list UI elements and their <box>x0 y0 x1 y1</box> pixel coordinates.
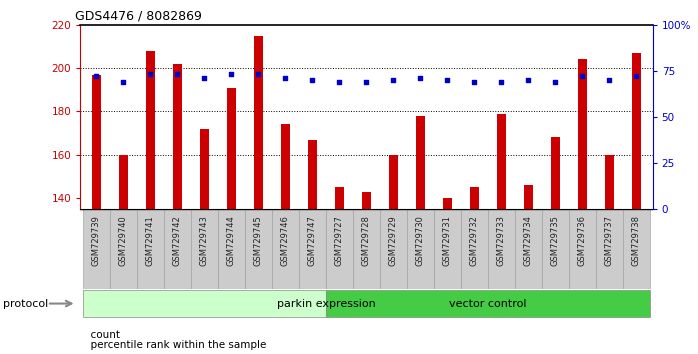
Bar <box>604 155 614 209</box>
Text: GSM729746: GSM729746 <box>281 215 290 266</box>
Text: percentile rank within the sample: percentile rank within the sample <box>84 340 266 350</box>
Bar <box>110 209 137 289</box>
Bar <box>83 290 326 317</box>
Bar <box>245 209 272 289</box>
Bar <box>623 209 650 289</box>
Bar <box>191 209 218 289</box>
Bar <box>380 209 407 289</box>
Point <box>550 79 561 85</box>
Bar <box>281 124 290 209</box>
Text: GSM729739: GSM729739 <box>92 215 101 266</box>
Text: count: count <box>84 330 120 339</box>
Bar <box>91 75 101 209</box>
Bar <box>272 209 299 289</box>
Bar <box>497 114 506 209</box>
Bar <box>227 87 236 209</box>
Bar <box>327 290 650 317</box>
Text: GSM729734: GSM729734 <box>524 215 533 266</box>
Point <box>631 74 642 79</box>
Bar <box>308 139 317 209</box>
Bar <box>353 209 380 289</box>
Bar <box>470 187 479 209</box>
Bar <box>434 209 461 289</box>
Bar <box>83 209 110 289</box>
Point <box>199 75 210 81</box>
Point <box>469 79 480 85</box>
Text: GSM729730: GSM729730 <box>416 215 425 266</box>
Bar <box>443 198 452 209</box>
Bar <box>326 209 353 289</box>
Bar <box>569 209 596 289</box>
Bar <box>578 59 587 209</box>
Bar <box>524 185 533 209</box>
Point <box>604 77 615 83</box>
Bar <box>172 64 182 209</box>
Text: GSM729735: GSM729735 <box>551 215 560 266</box>
Bar <box>299 209 326 289</box>
Bar <box>461 209 488 289</box>
Text: GSM729737: GSM729737 <box>605 215 614 266</box>
Point <box>172 72 183 77</box>
Bar <box>407 209 434 289</box>
Text: GSM729741: GSM729741 <box>146 215 155 266</box>
Point <box>307 77 318 83</box>
Text: GSM729738: GSM729738 <box>632 215 641 266</box>
Bar <box>146 51 155 209</box>
Bar <box>218 209 245 289</box>
Point <box>226 72 237 77</box>
Text: GSM729742: GSM729742 <box>173 215 182 266</box>
Text: GSM729727: GSM729727 <box>335 215 344 266</box>
Text: GSM729740: GSM729740 <box>119 215 128 266</box>
Text: parkin expression: parkin expression <box>276 298 376 309</box>
Text: GSM729745: GSM729745 <box>254 215 263 266</box>
Bar <box>551 137 560 209</box>
Point <box>361 79 372 85</box>
Text: GSM729733: GSM729733 <box>497 215 506 266</box>
Point <box>334 79 345 85</box>
Point <box>118 79 129 85</box>
Bar <box>137 209 164 289</box>
Point <box>577 74 588 79</box>
Bar <box>119 155 128 209</box>
Text: vector control: vector control <box>450 298 527 309</box>
Bar <box>542 209 569 289</box>
Bar <box>596 209 623 289</box>
Point <box>415 75 426 81</box>
Bar <box>389 155 398 209</box>
Text: GSM729747: GSM729747 <box>308 215 317 266</box>
Text: GSM729743: GSM729743 <box>200 215 209 266</box>
Text: protocol: protocol <box>3 298 49 309</box>
Text: GDS4476 / 8082869: GDS4476 / 8082869 <box>75 9 202 22</box>
Text: GSM729736: GSM729736 <box>578 215 587 266</box>
Bar <box>488 209 515 289</box>
Text: GSM729728: GSM729728 <box>362 215 371 266</box>
Point <box>496 79 507 85</box>
Bar <box>335 187 344 209</box>
Point <box>145 72 156 77</box>
Bar <box>362 192 371 209</box>
Point <box>280 75 291 81</box>
Point <box>442 77 453 83</box>
Point <box>523 77 534 83</box>
Bar <box>254 36 263 209</box>
Point <box>91 74 102 79</box>
Bar <box>164 209 191 289</box>
Point <box>253 72 264 77</box>
Bar <box>416 116 425 209</box>
Bar <box>632 53 641 209</box>
Text: GSM729729: GSM729729 <box>389 215 398 266</box>
Text: GSM729731: GSM729731 <box>443 215 452 266</box>
Point <box>388 77 399 83</box>
Bar <box>200 129 209 209</box>
Bar <box>515 209 542 289</box>
Text: GSM729732: GSM729732 <box>470 215 479 266</box>
Text: GSM729744: GSM729744 <box>227 215 236 266</box>
